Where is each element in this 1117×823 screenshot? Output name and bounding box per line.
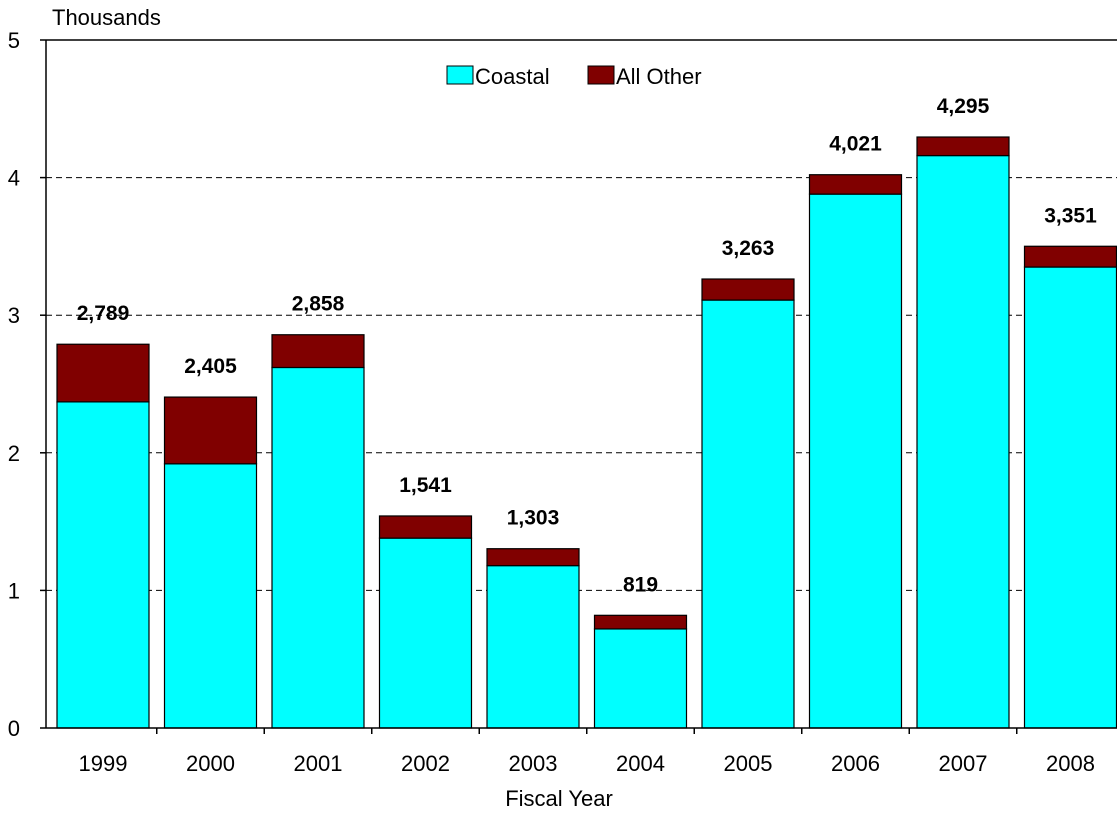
bar-coastal xyxy=(701,299,795,729)
x-tick-label: 1999 xyxy=(79,751,128,776)
data-label: 4,021 xyxy=(829,133,882,156)
bar-all-other xyxy=(486,548,580,567)
y-tick-label: 2 xyxy=(8,441,20,466)
x-tick-label: 2003 xyxy=(509,751,558,776)
x-tick-label: 2002 xyxy=(401,751,450,776)
legend-swatch-all-other xyxy=(587,65,615,85)
data-label: 4,295 xyxy=(937,95,990,118)
x-tick-label: 2000 xyxy=(186,751,235,776)
bar-all-other xyxy=(271,334,365,369)
y-tick-label: 5 xyxy=(8,28,20,53)
bar-all-other xyxy=(808,174,903,195)
bar-all-other xyxy=(593,614,688,630)
x-tick-label: 2005 xyxy=(724,751,773,776)
data-labels: 2,789 2,405 2,858 1,541 1,303 819 3,263 4,021 4,… xyxy=(77,95,1097,596)
bar-coastal xyxy=(916,154,1010,729)
bars xyxy=(56,136,1117,729)
bar-coastal xyxy=(808,193,903,729)
y-tick-label: 1 xyxy=(8,578,20,603)
legend: Coastal All Other xyxy=(446,64,702,89)
x-tick-label: 2004 xyxy=(616,751,665,776)
axes xyxy=(45,39,1117,729)
legend-label-all-other: All Other xyxy=(616,64,702,89)
data-label: 1,303 xyxy=(507,507,560,530)
data-label: 3,263 xyxy=(722,237,775,260)
y-axis-title: Thousands xyxy=(52,5,161,30)
x-tick-label: 2001 xyxy=(294,751,343,776)
bar-all-other xyxy=(701,278,795,301)
x-tick-label: 2007 xyxy=(939,751,988,776)
x-tick-labels: 1999 2000 2001 2002 2003 2004 2005 2006 2007 2008 xyxy=(79,728,1095,776)
legend-swatch-coastal xyxy=(446,65,474,85)
legend-label-coastal: Coastal xyxy=(475,64,550,89)
x-tick-label: 2006 xyxy=(831,751,880,776)
y-tick-label: 4 xyxy=(8,166,20,191)
y-tick-label: 0 xyxy=(8,716,20,741)
data-label: 3,351 xyxy=(1044,204,1097,227)
bar-coastal xyxy=(163,463,258,729)
data-label: 2,405 xyxy=(184,355,237,378)
data-label: 1,541 xyxy=(399,474,452,497)
data-label: 2,789 xyxy=(77,302,130,325)
bar-coastal xyxy=(1023,266,1117,729)
bar-all-other xyxy=(56,343,150,403)
data-label: 819 xyxy=(623,573,658,596)
bar-coastal xyxy=(378,537,473,729)
x-axis-title: Fiscal Year xyxy=(505,786,613,811)
bar-all-other xyxy=(916,136,1010,157)
data-label: 2,858 xyxy=(292,293,345,316)
y-tick-label: 3 xyxy=(8,303,20,328)
x-tick-label: 2008 xyxy=(1046,751,1095,776)
bar-all-other xyxy=(163,396,258,465)
bar-all-other xyxy=(1023,245,1117,268)
y-tick-labels: 0 1 2 3 4 5 xyxy=(8,28,46,741)
bar-coastal xyxy=(271,366,365,729)
bar-coastal xyxy=(486,565,580,729)
bar-coastal xyxy=(56,401,150,729)
bar-coastal xyxy=(593,628,688,729)
bar-all-other xyxy=(378,515,473,539)
